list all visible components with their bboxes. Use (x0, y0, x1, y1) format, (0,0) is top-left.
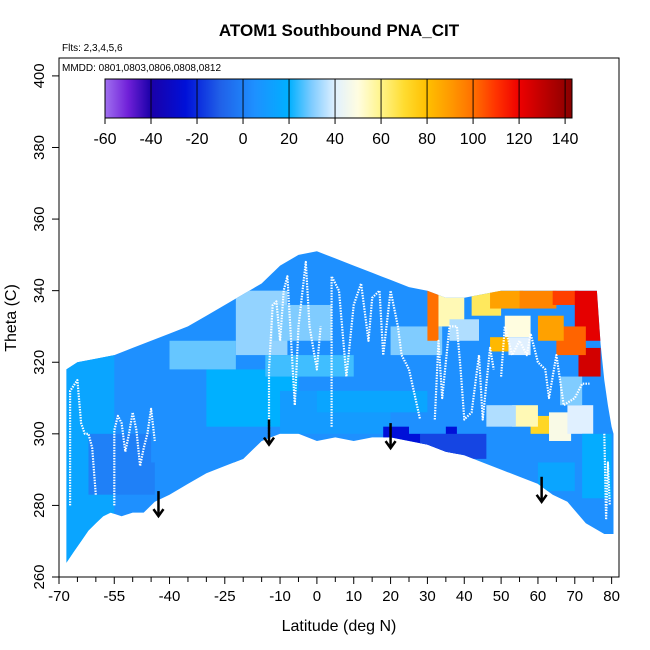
colorbar-tick-label: -60 (93, 131, 116, 148)
flight-track (113, 407, 156, 506)
colorbar-tick-label: 20 (280, 131, 298, 148)
x-tick-label: 30 (419, 588, 436, 605)
y-tick-label: 320 (31, 350, 48, 375)
y-tick-label: 340 (31, 278, 48, 303)
field-patch (504, 315, 531, 338)
y-tick-label: 300 (31, 421, 48, 446)
y-axis: 260 280 300 320 340 360 380 400 (31, 63, 59, 590)
colorbar-tick-label: 100 (460, 131, 487, 148)
field-patch (265, 355, 354, 377)
down-arrow (262, 419, 276, 447)
x-tick-label: -70 (48, 588, 70, 605)
colorbar-tick-label: 40 (326, 131, 344, 148)
field-patch (88, 433, 155, 495)
field-patch (537, 462, 575, 492)
x-tick-label: 60 (530, 588, 547, 605)
x-axis: -70 -55 -40 -25 -10 0 10 20 30 40 50 60 70 80 (48, 577, 620, 605)
colorbar-gradient (104, 78, 573, 119)
plot-frame (58, 57, 620, 578)
plot-area (66, 251, 614, 563)
colorbar-ticks: -60 -40 -20 0 20 40 60 80 100 120 140 (93, 118, 579, 148)
field-patch (582, 433, 612, 499)
field-patch (512, 405, 538, 427)
chart-title: ATOM1 Southbound PNA_CIT (219, 21, 460, 40)
colorbar-tick-label: -40 (139, 131, 162, 148)
colorbar: -60 -40 -20 0 20 40 60 80 100 120 140 (93, 78, 579, 148)
arrow-head (535, 494, 548, 504)
flight-track (330, 275, 422, 427)
field-patch (427, 290, 439, 341)
colorbar-tick-label: 80 (418, 131, 436, 148)
flights-note: Flts: 2,3,4,5,6 (62, 43, 123, 54)
x-axis-label: Latitude (deg N) (282, 618, 397, 635)
field-patch (519, 290, 557, 309)
field-patch (567, 405, 594, 434)
x-tick-label: -40 (159, 588, 181, 605)
x-tick-label: 0 (313, 588, 321, 605)
colorbar-tick-label: 120 (506, 131, 533, 148)
y-tick-label: 360 (31, 207, 48, 232)
flight-track (500, 325, 590, 407)
x-tick-label: 70 (566, 588, 583, 605)
down-arrow (384, 423, 397, 451)
colorbar-tick-label: 0 (239, 131, 248, 148)
field-patch (316, 390, 428, 413)
field-patch (490, 337, 509, 352)
y-tick-label: 380 (31, 135, 48, 160)
x-tick-label: 80 (603, 588, 620, 605)
y-axis-label: Theta (C) (3, 284, 20, 352)
flight-track (433, 325, 495, 421)
down-arrow (535, 476, 548, 504)
x-tick-label: 40 (456, 588, 473, 605)
x-tick-label: -55 (103, 588, 125, 605)
arrow-head (384, 440, 397, 451)
x-tick-label: 50 (493, 588, 510, 605)
minimum-markers (152, 419, 548, 519)
x-tick-label: -25 (214, 588, 236, 605)
y-tick-label: 280 (31, 493, 48, 518)
colorbar-boundaries (150, 79, 566, 118)
field-patch (169, 340, 236, 370)
y-tick-label: 260 (31, 564, 48, 589)
colorbar-tick-label: -20 (185, 131, 208, 148)
field-patch (486, 405, 516, 427)
flight-track (267, 260, 322, 441)
flight-tracks (68, 260, 611, 521)
arrow-head (152, 508, 165, 519)
field-patch (537, 315, 564, 341)
colorbar-tick-label: 60 (372, 131, 390, 148)
down-arrow (152, 491, 165, 519)
field-patch (490, 290, 524, 309)
field-patch (420, 433, 487, 459)
flight-track (603, 433, 611, 521)
colorbar-tick-label: 140 (552, 131, 579, 148)
flight-track (68, 379, 97, 506)
field-patch (560, 376, 583, 406)
field-patch (552, 290, 579, 305)
x-tick-label: 10 (345, 588, 362, 605)
x-tick-label: -10 (269, 588, 291, 605)
y-tick-label: 400 (31, 63, 48, 88)
field-patch (549, 412, 572, 441)
field-patch (449, 319, 479, 341)
x-tick-label: 20 (382, 588, 399, 605)
dates-note: MMDD: 0801,0803,0806,0808,0812 (62, 63, 221, 74)
field-patch (151, 419, 266, 463)
field-patch (409, 412, 446, 434)
arrow-head (262, 436, 276, 447)
